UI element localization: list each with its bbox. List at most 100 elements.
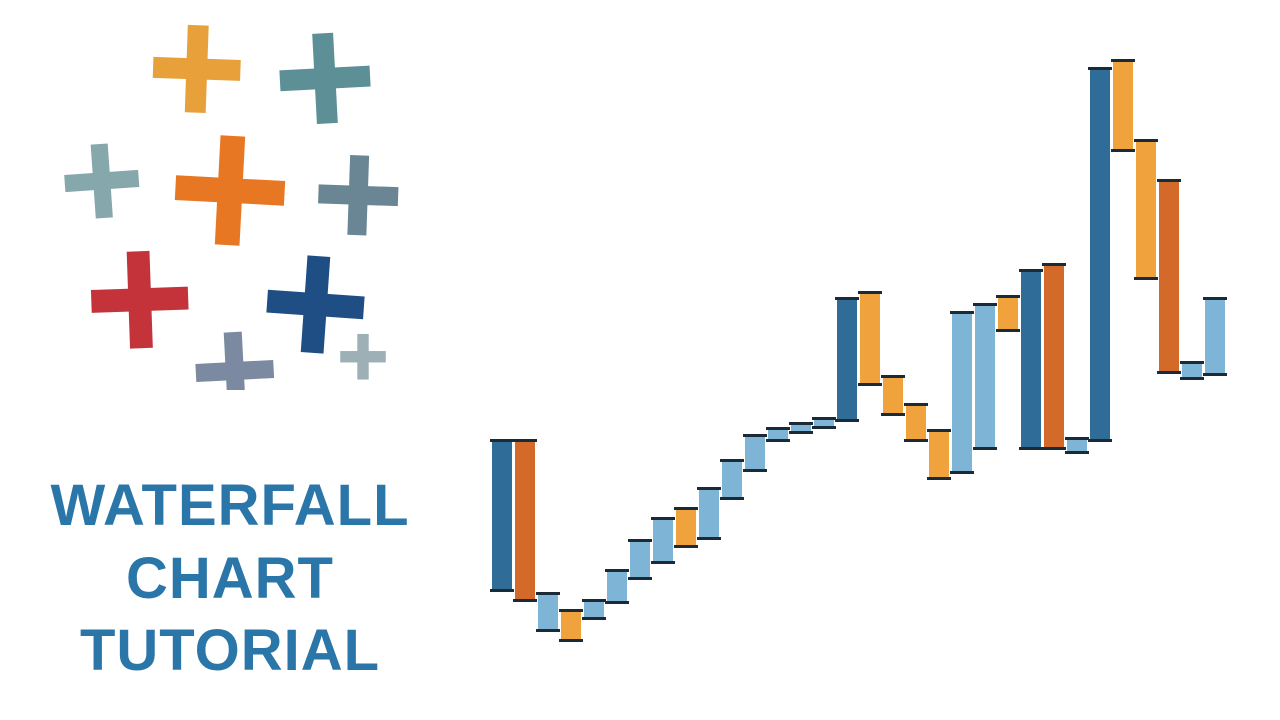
bar-cap: [674, 545, 698, 548]
waterfall-bar: [607, 570, 627, 602]
bar-cap: [950, 471, 974, 474]
bar-cap: [789, 422, 813, 425]
bar-cap: [996, 329, 1020, 332]
bar-cap: [973, 303, 997, 306]
bar-cap: [513, 599, 537, 602]
bar-cap: [582, 617, 606, 620]
waterfall-bar: [492, 440, 512, 590]
bar-cap: [881, 375, 905, 378]
bar-cap: [743, 434, 767, 437]
bar-cap: [1203, 373, 1227, 376]
plus-icon: [62, 141, 141, 220]
waterfall-bar: [561, 610, 581, 640]
waterfall-bar: [975, 304, 995, 448]
bar-cap: [1042, 447, 1066, 450]
bar-cap: [858, 383, 882, 386]
bar-cap: [651, 561, 675, 564]
bar-cap: [697, 487, 721, 490]
waterfall-bar: [1159, 180, 1179, 372]
waterfall-bar: [952, 312, 972, 472]
bar-cap: [1180, 361, 1204, 364]
waterfall-bar: [1021, 270, 1041, 448]
waterfall-bar: [584, 600, 604, 618]
title-line-1: WATERFALL: [0, 470, 460, 543]
waterfall-bar: [676, 508, 696, 546]
bar-cap: [1157, 179, 1181, 182]
bar-cap: [996, 295, 1020, 298]
bar-cap: [605, 601, 629, 604]
plus-icon: [317, 154, 400, 237]
bar-cap: [1134, 139, 1158, 142]
bar-cap: [789, 431, 813, 434]
bar-cap: [1134, 277, 1158, 280]
bar-cap: [835, 419, 859, 422]
bar-cap: [766, 439, 790, 442]
title-block: WATERFALL CHART TUTORIAL: [0, 470, 460, 688]
bar-cap: [1065, 451, 1089, 454]
waterfall-bar: [860, 292, 880, 384]
bar-cap: [812, 417, 836, 420]
bar-cap: [835, 297, 859, 300]
bar-cap: [1019, 447, 1043, 450]
bar-cap: [651, 517, 675, 520]
bar-cap: [559, 609, 583, 612]
bar-cap: [536, 592, 560, 595]
waterfall-bar: [515, 440, 535, 600]
plus-icon: [264, 253, 367, 356]
waterfall-chart: [490, 40, 1270, 660]
bar-cap: [559, 639, 583, 642]
waterfall-bar: [1182, 362, 1202, 378]
plus-icon: [194, 330, 276, 390]
bar-cap: [536, 629, 560, 632]
plus-icon: [173, 133, 288, 248]
bar-cap: [1203, 297, 1227, 300]
waterfall-bar: [1113, 60, 1133, 150]
bar-cap: [904, 439, 928, 442]
waterfall-bar: [699, 488, 719, 538]
bar-cap: [743, 469, 767, 472]
plus-icon: [278, 31, 373, 126]
bar-cap: [628, 577, 652, 580]
bar-cap: [628, 539, 652, 542]
bar-cap: [1042, 263, 1066, 266]
bar-cap: [1019, 269, 1043, 272]
bar-cap: [513, 439, 537, 442]
waterfall-bar: [1044, 264, 1064, 448]
plus-icon: [152, 24, 242, 114]
waterfall-bar: [653, 518, 673, 562]
bar-cap: [674, 507, 698, 510]
bar-cap: [858, 291, 882, 294]
bar-cap: [490, 589, 514, 592]
bar-cap: [927, 429, 951, 432]
bar-cap: [1180, 377, 1204, 380]
waterfall-bar: [745, 435, 765, 470]
bar-cap: [973, 447, 997, 450]
bar-cap: [720, 459, 744, 462]
tableau-logo: [40, 10, 420, 390]
bar-cap: [605, 569, 629, 572]
plus-icon: [340, 334, 386, 380]
bar-cap: [766, 427, 790, 430]
bar-cap: [1111, 149, 1135, 152]
waterfall-bar: [538, 593, 558, 630]
waterfall-bar: [1067, 438, 1087, 452]
bar-cap: [1088, 67, 1112, 70]
bar-cap: [950, 311, 974, 314]
plus-icon: [90, 250, 190, 350]
bar-cap: [697, 537, 721, 540]
waterfall-bar: [998, 296, 1018, 330]
title-line-3: TUTORIAL: [0, 615, 460, 688]
waterfall-bar: [722, 460, 742, 498]
bar-cap: [927, 477, 951, 480]
bar-cap: [1157, 371, 1181, 374]
bar-cap: [881, 413, 905, 416]
waterfall-bar: [906, 404, 926, 440]
bar-cap: [812, 426, 836, 429]
title-line-2: CHART: [0, 543, 460, 616]
waterfall-bar: [630, 540, 650, 578]
waterfall-bar: [929, 430, 949, 478]
bar-cap: [1065, 437, 1089, 440]
waterfall-bar: [837, 298, 857, 420]
waterfall-bar: [1136, 140, 1156, 278]
waterfall-bar: [1205, 298, 1225, 374]
